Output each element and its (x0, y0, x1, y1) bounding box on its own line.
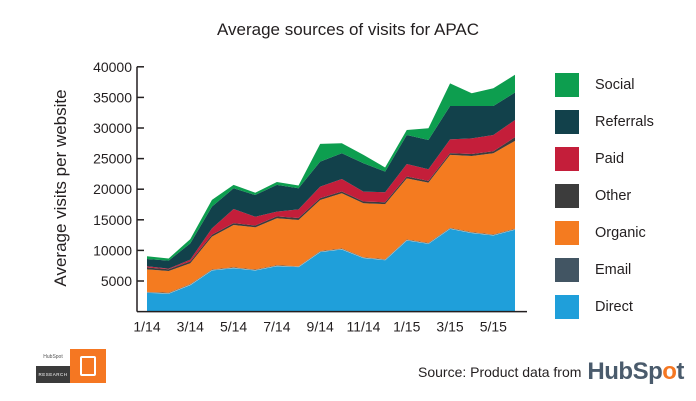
legend: Social Referrals Paid Other Organic Email Dire… (555, 66, 654, 325)
area-referrals (147, 92, 515, 269)
chart-title: Average sources of visits for APAC (216, 20, 480, 39)
badge-brand: HubSpot (36, 349, 70, 366)
source-note: Source: Product data from HubSpot (418, 358, 684, 386)
x-tick-label: 5/14 (220, 319, 247, 335)
x-tick-label: 3/14 (177, 319, 204, 335)
hubspot-logo: HubSpot (587, 358, 684, 386)
y-tick-label: 15000 (93, 212, 132, 228)
legend-label: Direct (595, 298, 633, 315)
y-tick-label: 10000 (93, 242, 132, 258)
legend-swatch (555, 294, 579, 319)
y-tick-label: 35000 (93, 89, 132, 105)
legend-item-direct: Direct (555, 288, 654, 325)
y-tick-label: 40000 (93, 59, 132, 75)
legend-item-organic: Organic (555, 214, 654, 251)
legend-swatch (555, 146, 579, 171)
legend-label: Other (595, 187, 632, 204)
legend-swatch (555, 72, 579, 97)
axes: 5000 10000 15000 20000 25000 30000 35000 40000 1… (93, 59, 527, 335)
legend-item-other: Other (555, 177, 654, 214)
x-tick-label: 11/14 (346, 319, 380, 335)
legend-item-paid: Paid (555, 140, 654, 177)
sprocket-icon: o (662, 358, 677, 385)
area-paid (147, 120, 515, 270)
legend-swatch (555, 183, 579, 208)
badge-research-label: RESEARCH (36, 366, 70, 383)
hubspot-research-badge: HubSpot RESEARCH (36, 349, 106, 383)
stacked-areas (146, 74, 516, 312)
source-text: Source: Product data from (418, 364, 582, 380)
area-direct (147, 228, 515, 312)
y-tick-label: 20000 (93, 181, 132, 197)
legend-item-social: Social (555, 66, 654, 103)
legend-swatch (555, 109, 579, 134)
x-tick-label: 5/15 (480, 319, 507, 335)
x-tick-label: 7/14 (263, 319, 290, 335)
y-axis-title: Average visits per website (51, 89, 70, 286)
legend-item-referrals: Referrals (555, 103, 654, 140)
y-tick-label: 25000 (93, 151, 132, 167)
x-tick-label: 1/15 (393, 319, 420, 335)
legend-label: Organic (595, 224, 646, 241)
legend-label: Social (595, 76, 635, 93)
legend-label: Email (595, 261, 632, 278)
area-social (147, 74, 515, 261)
logo-text-suffix: t (676, 358, 684, 385)
legend-swatch (555, 257, 579, 282)
legend-swatch (555, 220, 579, 245)
x-tick-label: 9/14 (307, 319, 334, 335)
legend-label: Referrals (595, 113, 654, 130)
area-organic (147, 140, 515, 293)
x-tick-label: 1/14 (133, 319, 160, 335)
legend-item-email: Email (555, 251, 654, 288)
x-tick-label: 3/15 (436, 319, 463, 335)
logo-text-prefix: HubSp (587, 358, 663, 385)
legend-label: Paid (595, 150, 625, 167)
clipboard-icon (70, 349, 106, 383)
y-tick-label: 5000 (101, 273, 132, 289)
y-tick-label: 30000 (93, 120, 132, 136)
